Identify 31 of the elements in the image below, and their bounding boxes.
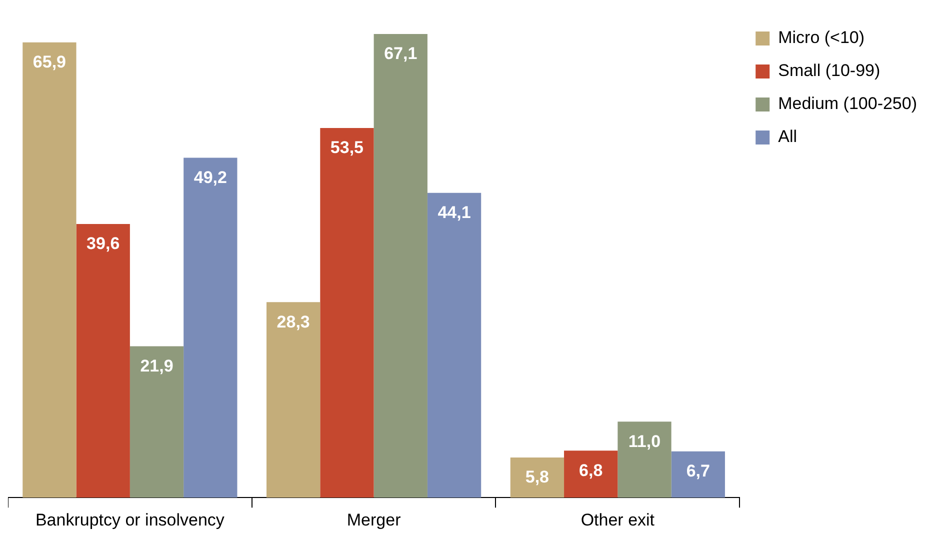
- data-label: 6,8: [579, 460, 603, 480]
- data-label: 65,9: [32, 52, 66, 72]
- bar: [374, 34, 428, 498]
- data-label: 44,1: [438, 203, 471, 222]
- bar: [564, 450, 618, 498]
- bar: [618, 422, 672, 498]
- bar: [427, 192, 482, 498]
- bar: [671, 451, 725, 498]
- legend-label: Medium (100-250): [778, 94, 918, 114]
- data-label: 67,1: [384, 44, 418, 64]
- data-label: 6,7: [686, 462, 710, 480]
- x-tick-label: Other exit: [580, 510, 655, 530]
- data-label: 53,5: [330, 138, 364, 158]
- data-label: 11,0: [628, 432, 661, 451]
- data-label: 5,8: [525, 468, 550, 487]
- data-label: 21,9: [140, 356, 174, 376]
- data-label: 49,2: [194, 168, 227, 187]
- x-tick-label: Bankruptcy or insolvency: [35, 510, 225, 530]
- bar: [184, 158, 238, 498]
- legend-label: Micro (<10): [778, 28, 865, 48]
- bar: [22, 42, 76, 498]
- legend-label: All: [778, 127, 798, 146]
- data-label: 39,6: [86, 234, 120, 254]
- bar: [266, 302, 320, 498]
- legend-label: Small (10-99): [778, 61, 880, 80]
- data-label: 28,3: [276, 312, 310, 332]
- bar: [320, 128, 374, 498]
- bar: [510, 458, 564, 498]
- x-tick-label: Merger: [346, 510, 402, 530]
- bar: [76, 224, 130, 498]
- bar: [130, 346, 184, 498]
